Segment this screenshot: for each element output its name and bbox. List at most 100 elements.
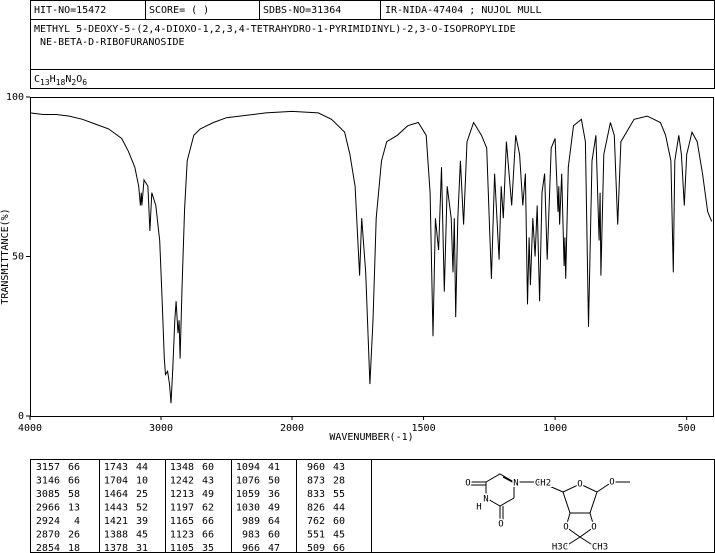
atom-label: O bbox=[498, 520, 503, 530]
formula-element: C bbox=[34, 74, 40, 85]
x-axis-label: WAVENUMBER(-1) bbox=[329, 432, 413, 443]
peak-wavenumber: 1743 bbox=[104, 462, 128, 473]
bonds bbox=[470, 473, 630, 547]
peak-transmittance: 44 bbox=[136, 462, 148, 473]
peak-wavenumber: 826 bbox=[307, 503, 325, 514]
y-tick-label: 100 bbox=[6, 92, 24, 103]
formula-count: 2 bbox=[71, 78, 76, 87]
peak-transmittance: 49 bbox=[202, 489, 214, 500]
peak-wavenumber: 1242 bbox=[170, 476, 194, 487]
atom-label: O bbox=[577, 480, 582, 490]
peak-transmittance: 60 bbox=[202, 462, 214, 473]
x-tick-label: 2000 bbox=[280, 423, 304, 434]
y-tick-label: 50 bbox=[12, 252, 24, 263]
plot-frame bbox=[30, 97, 714, 417]
peak-wavenumber: 1030 bbox=[236, 503, 260, 514]
peak-transmittance: 66 bbox=[68, 476, 80, 487]
peak-transmittance: 31 bbox=[136, 543, 148, 553]
atom-label: H3C bbox=[552, 543, 568, 553]
peak-transmittance: 44 bbox=[333, 503, 345, 514]
atom-label: H bbox=[476, 503, 481, 513]
peak-wavenumber: 983 bbox=[242, 530, 260, 541]
peak-transmittance: 39 bbox=[136, 516, 148, 527]
formula-count: 6 bbox=[82, 78, 87, 87]
peak-transmittance: 49 bbox=[268, 503, 280, 514]
spectrum bbox=[29, 110, 713, 404]
formula-element: H bbox=[50, 74, 56, 85]
y-axis-label: TRANSMITTANCE(%) bbox=[0, 208, 11, 304]
peak-wavenumber: 762 bbox=[307, 516, 325, 527]
peak-wavenumber: 3085 bbox=[36, 489, 60, 500]
peak-wavenumber: 1388 bbox=[104, 530, 128, 541]
peak-transmittance: 60 bbox=[333, 516, 345, 527]
peak-wavenumber: 1443 bbox=[104, 503, 128, 514]
peak-transmittance: 4 bbox=[74, 516, 80, 527]
x-tick-label: 1000 bbox=[543, 423, 567, 434]
peak-wavenumber: 1421 bbox=[104, 516, 128, 527]
hit-no: HIT-NO=15472 bbox=[34, 5, 106, 16]
peak-wavenumber: 3157 bbox=[36, 462, 60, 473]
peak-transmittance: 58 bbox=[68, 489, 80, 500]
peak-transmittance: 26 bbox=[68, 530, 80, 541]
peak-wavenumber: 989 bbox=[242, 516, 260, 527]
formula: C13H18N2O6 bbox=[34, 74, 87, 87]
peak-transmittance: 47 bbox=[268, 543, 280, 553]
formula-count: 13 bbox=[40, 78, 50, 87]
peak-transmittance: 43 bbox=[202, 476, 214, 487]
peak-wavenumber: 3146 bbox=[36, 476, 60, 487]
atom-label: CH2 bbox=[535, 479, 551, 489]
peak-wavenumber: 1059 bbox=[236, 489, 260, 500]
peak-wavenumber: 1464 bbox=[104, 489, 128, 500]
peak-transmittance: 43 bbox=[333, 462, 345, 473]
peak-transmittance: 41 bbox=[268, 462, 280, 473]
peak-wavenumber: 2966 bbox=[36, 503, 60, 514]
peak-wavenumber: 2870 bbox=[36, 530, 60, 541]
formula-count: 18 bbox=[56, 78, 66, 87]
peak-transmittance: 66 bbox=[68, 462, 80, 473]
peak-wavenumber: 1123 bbox=[170, 530, 194, 541]
peak-transmittance: 10 bbox=[136, 476, 148, 487]
compound-name: METHYL 5-DEOXY-5-(2,4-DIOXO-1,2,3,4-TETR… bbox=[34, 24, 516, 35]
peak-transmittance: 25 bbox=[136, 489, 148, 500]
method: IR-NIDA-47404 ; NUJOL MULL bbox=[385, 5, 542, 16]
structure: O N N H O CH2 O O O O H3C CH3 bbox=[464, 473, 630, 553]
peak-transmittance: 55 bbox=[333, 489, 345, 500]
score: SCORE= ( ) bbox=[149, 5, 209, 16]
peak-transmittance: 50 bbox=[268, 476, 280, 487]
peak-wavenumber: 1094 bbox=[236, 462, 260, 473]
peak-wavenumber: 1213 bbox=[170, 489, 194, 500]
peak-transmittance: 66 bbox=[202, 516, 214, 527]
peak-wavenumber: 1197 bbox=[170, 503, 194, 514]
peak-transmittance: 60 bbox=[268, 530, 280, 541]
peak-wavenumber: 1704 bbox=[104, 476, 128, 487]
peak-transmittance: 35 bbox=[202, 543, 214, 553]
atom-label: O bbox=[609, 478, 614, 488]
atom-label: N bbox=[513, 479, 518, 489]
peak-wavenumber: 2924 bbox=[36, 516, 60, 527]
x-tick-label: 1500 bbox=[412, 423, 436, 434]
peak-transmittance: 45 bbox=[333, 530, 345, 541]
formula-element: N bbox=[65, 74, 71, 85]
peak-wavenumber: 1076 bbox=[236, 476, 260, 487]
atom-label: O bbox=[591, 523, 596, 533]
peak-transmittance: 52 bbox=[136, 503, 148, 514]
table-frame bbox=[30, 459, 715, 553]
x-tick-label: 500 bbox=[678, 423, 696, 434]
x-tick-label: 4000 bbox=[18, 423, 42, 434]
y-tick-label: 0 bbox=[18, 411, 24, 422]
peak-wavenumber: 551 bbox=[307, 530, 325, 541]
peak-wavenumber: 833 bbox=[307, 489, 325, 500]
peak-transmittance: 28 bbox=[333, 476, 345, 487]
peak-transmittance: 64 bbox=[268, 516, 280, 527]
peak-transmittance: 45 bbox=[136, 530, 148, 541]
peak-transmittance: 13 bbox=[68, 503, 80, 514]
peak-transmittance: 66 bbox=[202, 530, 214, 541]
atom-label: N bbox=[483, 495, 488, 505]
peak-wavenumber: 1105 bbox=[170, 543, 194, 553]
peak-table: 3157 66 3146 66 3085 58 2966 13 2924 4 2870 26 2854 1… bbox=[36, 459, 345, 553]
peak-wavenumber: 1378 bbox=[104, 543, 128, 553]
formula-element: O bbox=[76, 74, 82, 85]
sdbs-no: SDBS-NO=31364 bbox=[263, 5, 341, 16]
peak-wavenumber: 873 bbox=[307, 476, 325, 487]
